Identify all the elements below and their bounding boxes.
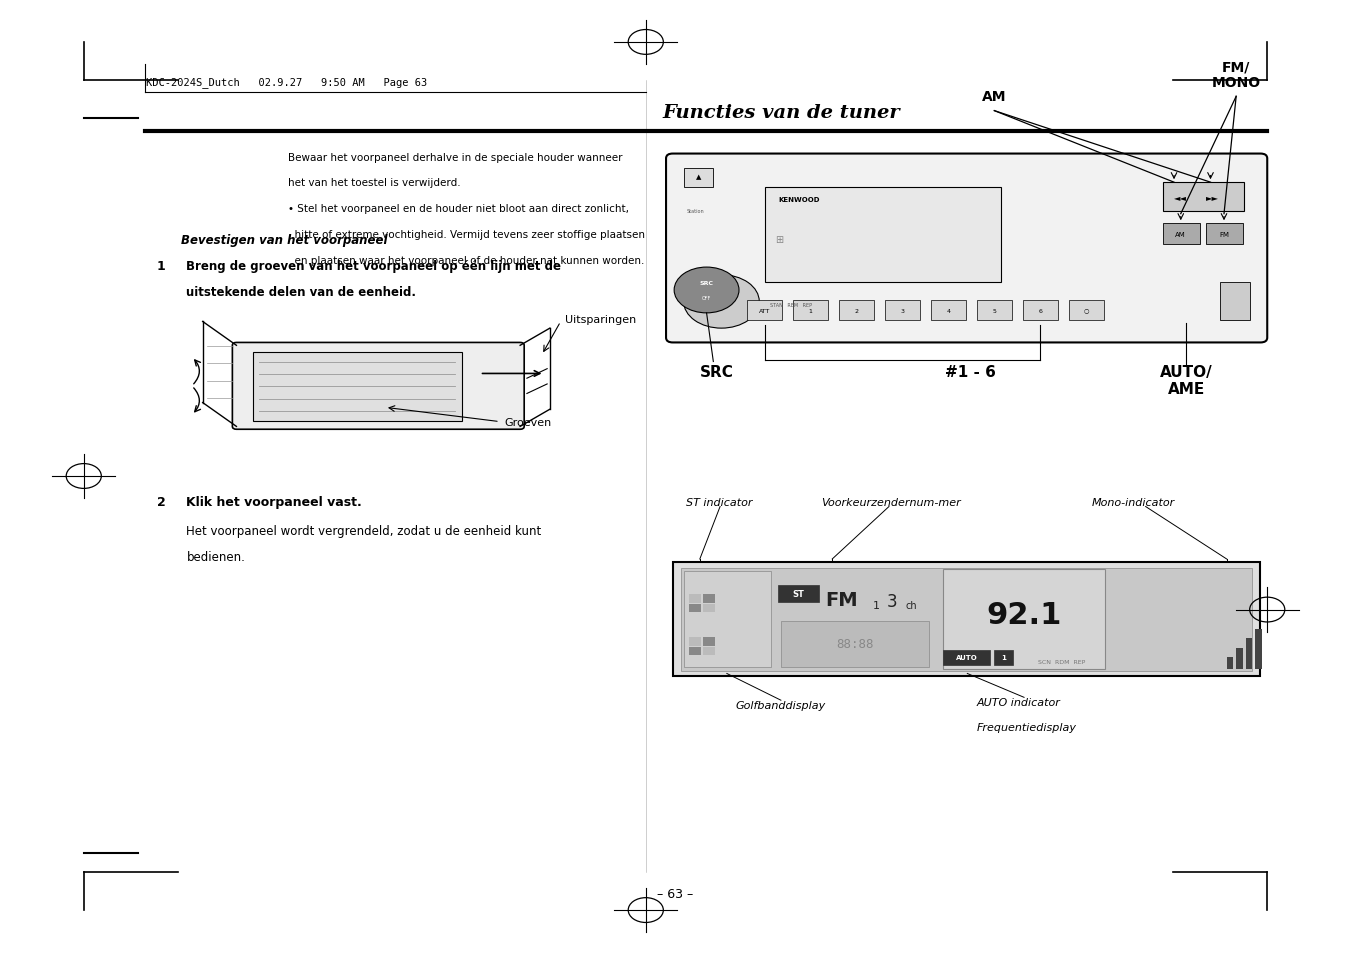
- Text: AM: AM: [1175, 232, 1186, 237]
- Text: OFF: OFF: [703, 295, 711, 301]
- Bar: [747, 300, 782, 321]
- FancyBboxPatch shape: [232, 343, 524, 430]
- Bar: [1206, 224, 1243, 245]
- Text: • Stel het voorpaneel en de houder niet bloot aan direct zonlicht,: • Stel het voorpaneel en de houder niet …: [288, 204, 628, 213]
- Text: FM/
MONO: FM/ MONO: [1212, 60, 1260, 90]
- Text: AUTO: AUTO: [955, 655, 978, 660]
- Text: KDC-2024S_Dutch   02.9.27   9:50 AM   Page 63: KDC-2024S_Dutch 02.9.27 9:50 AM Page 63: [146, 77, 427, 89]
- Text: 6: 6: [1039, 308, 1042, 314]
- Text: #1 - 6: #1 - 6: [944, 364, 996, 379]
- Bar: [1227, 658, 1233, 669]
- Bar: [1023, 300, 1058, 321]
- Bar: [1220, 283, 1250, 321]
- Text: het van het toestel is verwijderd.: het van het toestel is verwijderd.: [288, 178, 461, 188]
- Text: AUTO indicator: AUTO indicator: [977, 698, 1061, 707]
- Bar: [1246, 639, 1252, 669]
- Text: FM: FM: [1219, 232, 1229, 237]
- Text: ⊞: ⊞: [775, 235, 784, 245]
- Text: 3: 3: [886, 593, 897, 611]
- Bar: [931, 300, 966, 321]
- Bar: [1255, 629, 1262, 669]
- Text: ►►: ►►: [1206, 193, 1220, 202]
- Text: 1: 1: [157, 260, 165, 274]
- Text: ST indicator: ST indicator: [686, 497, 753, 507]
- Text: 4: 4: [947, 308, 950, 314]
- Bar: [689, 647, 701, 656]
- Text: hitte of extreme vochtigheid. Vermijd tevens zeer stoffige plaatsen: hitte of extreme vochtigheid. Vermijd te…: [288, 230, 644, 239]
- Bar: [943, 570, 1105, 669]
- Bar: [765, 188, 1001, 283]
- Bar: [703, 604, 715, 613]
- Text: ATT: ATT: [759, 308, 770, 314]
- Text: 1: 1: [809, 308, 812, 314]
- Bar: [1069, 300, 1104, 321]
- Bar: [793, 300, 828, 321]
- Text: – 63 –: – 63 –: [658, 887, 693, 901]
- Text: ST: ST: [793, 589, 804, 598]
- Text: en plaatsen waar het voorpaneel of de houder nat kunnen worden.: en plaatsen waar het voorpaneel of de ho…: [288, 255, 644, 265]
- Text: 1: 1: [873, 600, 880, 610]
- Text: Breng de groeven van het voorpaneel op één lijn met de: Breng de groeven van het voorpaneel op é…: [186, 260, 562, 274]
- Text: SCN  RDM  REP: SCN RDM REP: [1038, 659, 1085, 664]
- Bar: [1163, 224, 1200, 245]
- Text: Voorkeurzendernum-mer: Voorkeurzendernum-mer: [821, 497, 961, 507]
- Text: FM: FM: [825, 591, 858, 610]
- Text: Golfbanddisplay: Golfbanddisplay: [736, 700, 825, 710]
- Bar: [703, 647, 715, 656]
- Text: ○: ○: [1084, 308, 1089, 314]
- Bar: [778, 585, 819, 602]
- Bar: [839, 300, 874, 321]
- Bar: [1163, 183, 1244, 212]
- Text: Frequentiedisplay: Frequentiedisplay: [977, 722, 1077, 732]
- Text: Uitsparingen: Uitsparingen: [565, 314, 636, 324]
- Text: Mono-indicator: Mono-indicator: [1092, 497, 1175, 507]
- Text: bedienen.: bedienen.: [186, 551, 246, 564]
- Bar: [689, 638, 701, 646]
- Text: Bevestigen van het voorpaneel: Bevestigen van het voorpaneel: [181, 233, 388, 247]
- Text: Bewaar het voorpaneel derhalve in de speciale houder wanneer: Bewaar het voorpaneel derhalve in de spe…: [288, 152, 623, 162]
- Bar: [977, 300, 1012, 321]
- Text: Klik het voorpaneel vast.: Klik het voorpaneel vast.: [186, 496, 362, 509]
- Text: 88:88: 88:88: [836, 638, 874, 651]
- Text: Het voorpaneel wordt vergrendeld, zodat u de eenheid kunt: Het voorpaneel wordt vergrendeld, zodat …: [186, 524, 542, 537]
- Text: 2: 2: [157, 496, 165, 509]
- Text: AUTO/
AME: AUTO/ AME: [1159, 365, 1213, 396]
- Text: ◄◄: ◄◄: [1174, 193, 1188, 202]
- Bar: [689, 604, 701, 613]
- Text: 1: 1: [1001, 655, 1006, 660]
- Text: Functies van de tuner: Functies van de tuner: [662, 104, 900, 122]
- Text: 2: 2: [855, 308, 858, 314]
- Text: SRC: SRC: [700, 280, 713, 286]
- Text: Groeven: Groeven: [504, 417, 551, 427]
- Text: KENWOOD: KENWOOD: [778, 197, 820, 203]
- Text: ▲: ▲: [696, 174, 701, 180]
- Text: STAN   REM   REP: STAN REM REP: [770, 302, 812, 308]
- Text: 5: 5: [993, 308, 996, 314]
- Circle shape: [684, 275, 759, 329]
- FancyBboxPatch shape: [666, 154, 1267, 343]
- Circle shape: [674, 268, 739, 314]
- Text: SRC: SRC: [700, 364, 734, 379]
- Bar: [994, 650, 1013, 665]
- Bar: [1236, 648, 1243, 669]
- Bar: [684, 572, 771, 667]
- Bar: [689, 595, 701, 603]
- Text: 3: 3: [901, 308, 904, 314]
- Bar: [781, 621, 929, 667]
- Text: 92.1: 92.1: [986, 600, 1062, 629]
- Text: Station: Station: [686, 209, 704, 213]
- Bar: [253, 353, 462, 421]
- Bar: [703, 638, 715, 646]
- Text: AM: AM: [982, 91, 1006, 104]
- Text: ch: ch: [905, 600, 917, 610]
- Bar: [684, 169, 713, 188]
- Bar: [673, 562, 1260, 677]
- Text: uitstekende delen van de eenheid.: uitstekende delen van de eenheid.: [186, 286, 416, 299]
- Bar: [885, 300, 920, 321]
- Bar: [681, 568, 1252, 671]
- Bar: [943, 650, 990, 665]
- Bar: [703, 595, 715, 603]
